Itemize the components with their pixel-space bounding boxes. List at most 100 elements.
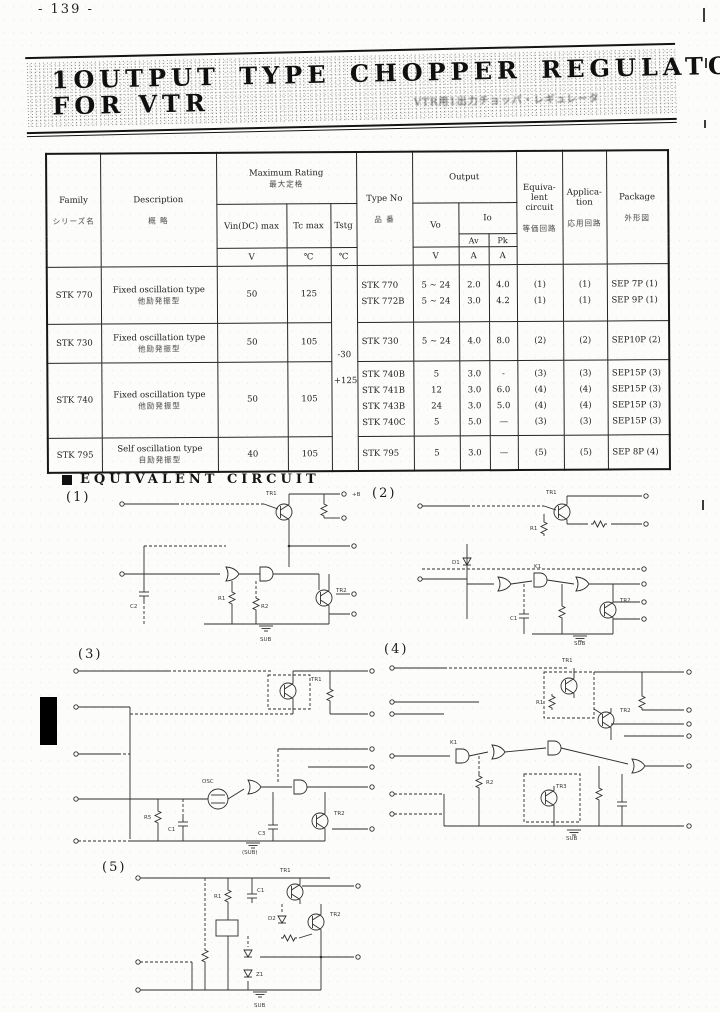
family-cell: STK 740 — [47, 363, 102, 439]
description-cell: Fixed oscillation type 他励発振型 — [101, 323, 218, 364]
equivalent-circuit-4: (4) TR1 R1 TR2 K1 R2 TR3 SUB — [378, 640, 708, 840]
circuit-1-label: (1) — [66, 490, 91, 505]
svg-text:C1: C1 — [168, 827, 175, 833]
page-number: - 139 - — [38, 2, 94, 17]
col-header-vo: Vo — [412, 202, 459, 248]
vin-cell: 40 — [217, 436, 288, 472]
banner-noise-band: 1OUTPUT TYPE CHOPPER REGULATOR FOR VTR V… — [25, 47, 720, 129]
svg-text:K1: K1 — [534, 564, 541, 570]
equivalent-circuit-2: (2) TR1 R1 D1 K1 C1 TR2 SUB — [368, 484, 678, 646]
io-pk-cell: — — [489, 435, 519, 471]
svg-text:C1: C1 — [257, 888, 264, 894]
io-av-cell: 2.0 3.0 — [458, 264, 490, 322]
svg-text:TR2: TR2 — [333, 811, 345, 817]
description-cell: Self oscillation type 自励発振型 — [101, 437, 218, 473]
circuit-1-schematic: TR1 +B C2 R1 R2 TR2 SUB — [119, 491, 361, 643]
equivalent-circuit-3: (3) TR1 OSC R5 C1 C3 TR2 (SUB) — [66, 645, 406, 855]
equiv-circuit-cell: (5) — [517, 435, 565, 471]
col-header-output: Output — [412, 151, 517, 204]
tc-cell: 125 — [286, 265, 332, 323]
scan-edge-mark — [705, 58, 707, 68]
svg-text:TR2: TR2 — [329, 912, 341, 918]
package-cell: SEP10P (2) — [607, 320, 670, 360]
vin-cell: 50 — [217, 322, 288, 363]
unit-vin: V — [216, 247, 287, 267]
svg-text:SUB: SUB — [566, 836, 578, 840]
package-cell: SEP15P (3) SEP15P (3) SEP15P (3) SEP15P … — [607, 359, 670, 435]
equiv-circuit-cell: (1) (1) — [516, 264, 564, 322]
io-av-cell: 3.0 — [459, 435, 491, 471]
equiv-circuit-cell: (3) (4) (4) (3) — [517, 360, 564, 436]
circuit-2-schematic: TR1 R1 D1 K1 C1 TR2 SUB — [417, 490, 649, 646]
vo-cell: 5 ~ 24 5 ~ 24 — [412, 264, 460, 323]
io-pk-cell: 4.0 4.2 — [488, 264, 518, 322]
table-row-stk740: STK 740 Fixed oscillation type 他励発振型 50 … — [47, 359, 670, 439]
application-cell: (2) — [563, 320, 608, 361]
application-cell: (3) (4) (4) (3) — [563, 359, 608, 436]
vo-cell: 5 12 24 5 — [413, 360, 460, 437]
vin-cell: 50 — [216, 265, 288, 324]
application-cell: (5) — [563, 434, 609, 470]
svg-text:OSC: OSC — [202, 779, 214, 785]
title-banner: 1OUTPUT TYPE CHOPPER REGULATOR FOR VTR V… — [25, 42, 720, 138]
svg-text:R1: R1 — [530, 526, 537, 532]
col-header-package: Package 外形図 — [606, 150, 669, 264]
col-header-tstg: Tstg — [330, 203, 357, 248]
scan-edge-mark — [703, 8, 705, 22]
package-cell: SEP 7P (1) SEP 9P (1) — [606, 263, 670, 321]
circuit-4-label: (4) — [384, 642, 409, 657]
description-cell: Fixed oscillation type 他励発振型 — [101, 362, 218, 439]
svg-text:(SUB): (SUB) — [242, 850, 258, 855]
svg-text:TR3: TR3 — [555, 784, 567, 790]
tc-cell: 105 — [287, 361, 332, 437]
section-title: EQUIVALENT CIRCUIT — [80, 472, 320, 487]
equiv-circuit-cell: (2) — [517, 321, 564, 361]
family-cell: STK 795 — [47, 438, 102, 473]
type-no-cell: STK 730 — [357, 322, 414, 362]
unit-vo: V — [412, 246, 459, 266]
application-cell: (1) (1) — [562, 263, 608, 322]
io-pk-cell: - 6.0 5.0 — — [489, 360, 518, 436]
svg-text:SUB: SUB — [574, 641, 586, 646]
vin-cell: 50 — [217, 361, 288, 438]
package-cell: SEP 8P (4) — [607, 434, 670, 470]
svg-text:TR1: TR1 — [279, 868, 291, 874]
equivalent-circuit-5: (5) R1 C1 TR1 TR2 D2 Z1 SUB — [100, 856, 380, 1009]
col-header-io-pk: Pk — [488, 233, 517, 247]
circuit-5-schematic: R1 C1 TR1 TR2 D2 Z1 SUB — [135, 868, 361, 1009]
io-av-cell: 3.0 3.0 3.0 5.0 — [459, 360, 490, 436]
svg-text:R1: R1 — [218, 596, 225, 602]
col-header-family: Family シリーズ名 — [46, 153, 101, 268]
col-header-description: Description 概 略 — [100, 152, 217, 268]
col-header-vin-max: Vin(DC) max — [216, 203, 287, 249]
unit-io-pk: A — [488, 246, 517, 265]
svg-text:K1: K1 — [450, 740, 457, 746]
tstg-cell: -30 +125 — [330, 265, 359, 472]
equivalent-circuit-1: (1) TR1 +B C2 R1 R2 TR2 SUB — [60, 486, 370, 646]
family-cell: STK 770 — [46, 267, 102, 325]
circuit-3-schematic: TR1 OSC R5 C1 C3 TR2 (SUB) — [73, 668, 375, 855]
table-row-stk795: STK 795 Self oscillation type 自励発振型 40 1… — [47, 434, 670, 473]
svg-text:+B: +B — [352, 492, 361, 498]
svg-text:SUB: SUB — [260, 637, 272, 643]
svg-text:D2: D2 — [268, 916, 276, 922]
col-header-io: Io — [458, 202, 517, 234]
vo-cell: 5 ~ 24 — [413, 321, 460, 362]
scan-edge-mark — [702, 500, 704, 510]
circuit-4-schematic: TR1 R1 TR2 K1 R2 TR3 SUB — [389, 658, 692, 840]
svg-text:C1: C1 — [510, 616, 517, 622]
circuit-5-label: (5) — [102, 860, 127, 875]
circuit-2-label: (2) — [372, 486, 397, 501]
io-av-cell: 4.0 — [459, 321, 490, 361]
svg-text:R2: R2 — [261, 604, 268, 610]
unit-tstg: ℃ — [330, 247, 357, 266]
equivalent-circuit-section-heading: EQUIVALENT CIRCUIT — [62, 472, 320, 487]
svg-text:TR2: TR2 — [619, 708, 631, 714]
svg-text:C2: C2 — [130, 604, 137, 610]
vo-cell: 5 — [413, 435, 461, 471]
unit-io-av: A — [458, 246, 489, 265]
io-pk-cell: 8.0 — [489, 321, 518, 361]
section-bullet-icon — [62, 474, 72, 485]
svg-text:TR1: TR1 — [310, 677, 322, 683]
col-header-max-rating: Maximum Rating 最大定格 — [216, 152, 357, 205]
